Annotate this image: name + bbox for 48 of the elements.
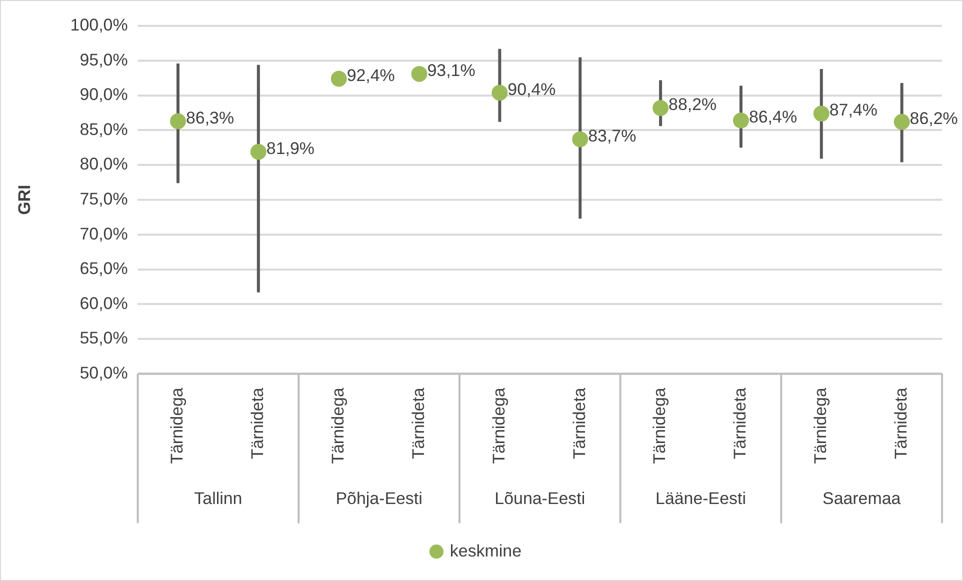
- x-tick-label: Tärnideta: [248, 387, 268, 460]
- x-tick-label: Tärnidega: [168, 387, 187, 464]
- text: Lõuna-Eesti: [494, 488, 586, 508]
- y-tick-label: 95,0%: [80, 50, 128, 70]
- data-label: 88,2%: [668, 95, 717, 114]
- point: [170, 113, 186, 130]
- point: [652, 100, 669, 116]
- point: [894, 114, 910, 130]
- data-label: 81,9%: [266, 139, 314, 158]
- y-tick-label: 100,0%: [70, 16, 128, 35]
- x-tick-label: Tärnidega: [811, 387, 830, 464]
- point: [492, 84, 508, 101]
- x-tick-label: Tärnideta: [408, 387, 428, 460]
- point: [732, 112, 749, 128]
- point: [813, 106, 830, 122]
- y-axis-title: GRI: [14, 184, 34, 215]
- point: [411, 66, 428, 82]
- x-tick-label: Tärnidega: [650, 387, 670, 464]
- data-label: 86,3%: [186, 108, 234, 128]
- text: Tallinn: [194, 488, 242, 508]
- x-tick-label: Tärnideta: [570, 387, 589, 460]
- y-tick-label: 55,0%: [80, 328, 128, 348]
- text: Lääne-Eesti: [656, 488, 746, 508]
- data-label: 87,4%: [829, 100, 878, 120]
- y-tick-label: 70,0%: [80, 224, 128, 244]
- data-label: 90,4%: [508, 80, 556, 99]
- point: [572, 131, 588, 148]
- data-label: 86,4%: [748, 108, 798, 127]
- y-tick-label: 90,0%: [80, 85, 128, 104]
- x-tick-label: Tärnidega: [328, 387, 348, 464]
- data-label: 83,7%: [588, 126, 636, 146]
- x-tick-label: Tärnideta: [891, 387, 911, 460]
- text: Saaremaa: [822, 488, 902, 508]
- y-tick-label: 60,0%: [80, 294, 128, 313]
- x-tick-label: Tärnideta: [730, 387, 750, 460]
- data-label: 93,1%: [427, 61, 476, 80]
- legend-label: keskmine: [450, 541, 522, 560]
- x-tick-label: Tärnidega: [489, 387, 508, 464]
- y-tick-label: 65,0%: [80, 259, 128, 278]
- data-label: 92,4%: [346, 66, 395, 85]
- point: [330, 70, 347, 87]
- point: [250, 144, 266, 160]
- y-tick-label: 85,0%: [80, 120, 128, 139]
- y-tick-label: 50,0%: [80, 363, 128, 382]
- data-label: 86,2%: [910, 109, 958, 128]
- text: Põhja-Eesti: [336, 488, 422, 508]
- y-tick-label: 75,0%: [80, 189, 128, 208]
- y-tick-label: 80,0%: [80, 154, 128, 174]
